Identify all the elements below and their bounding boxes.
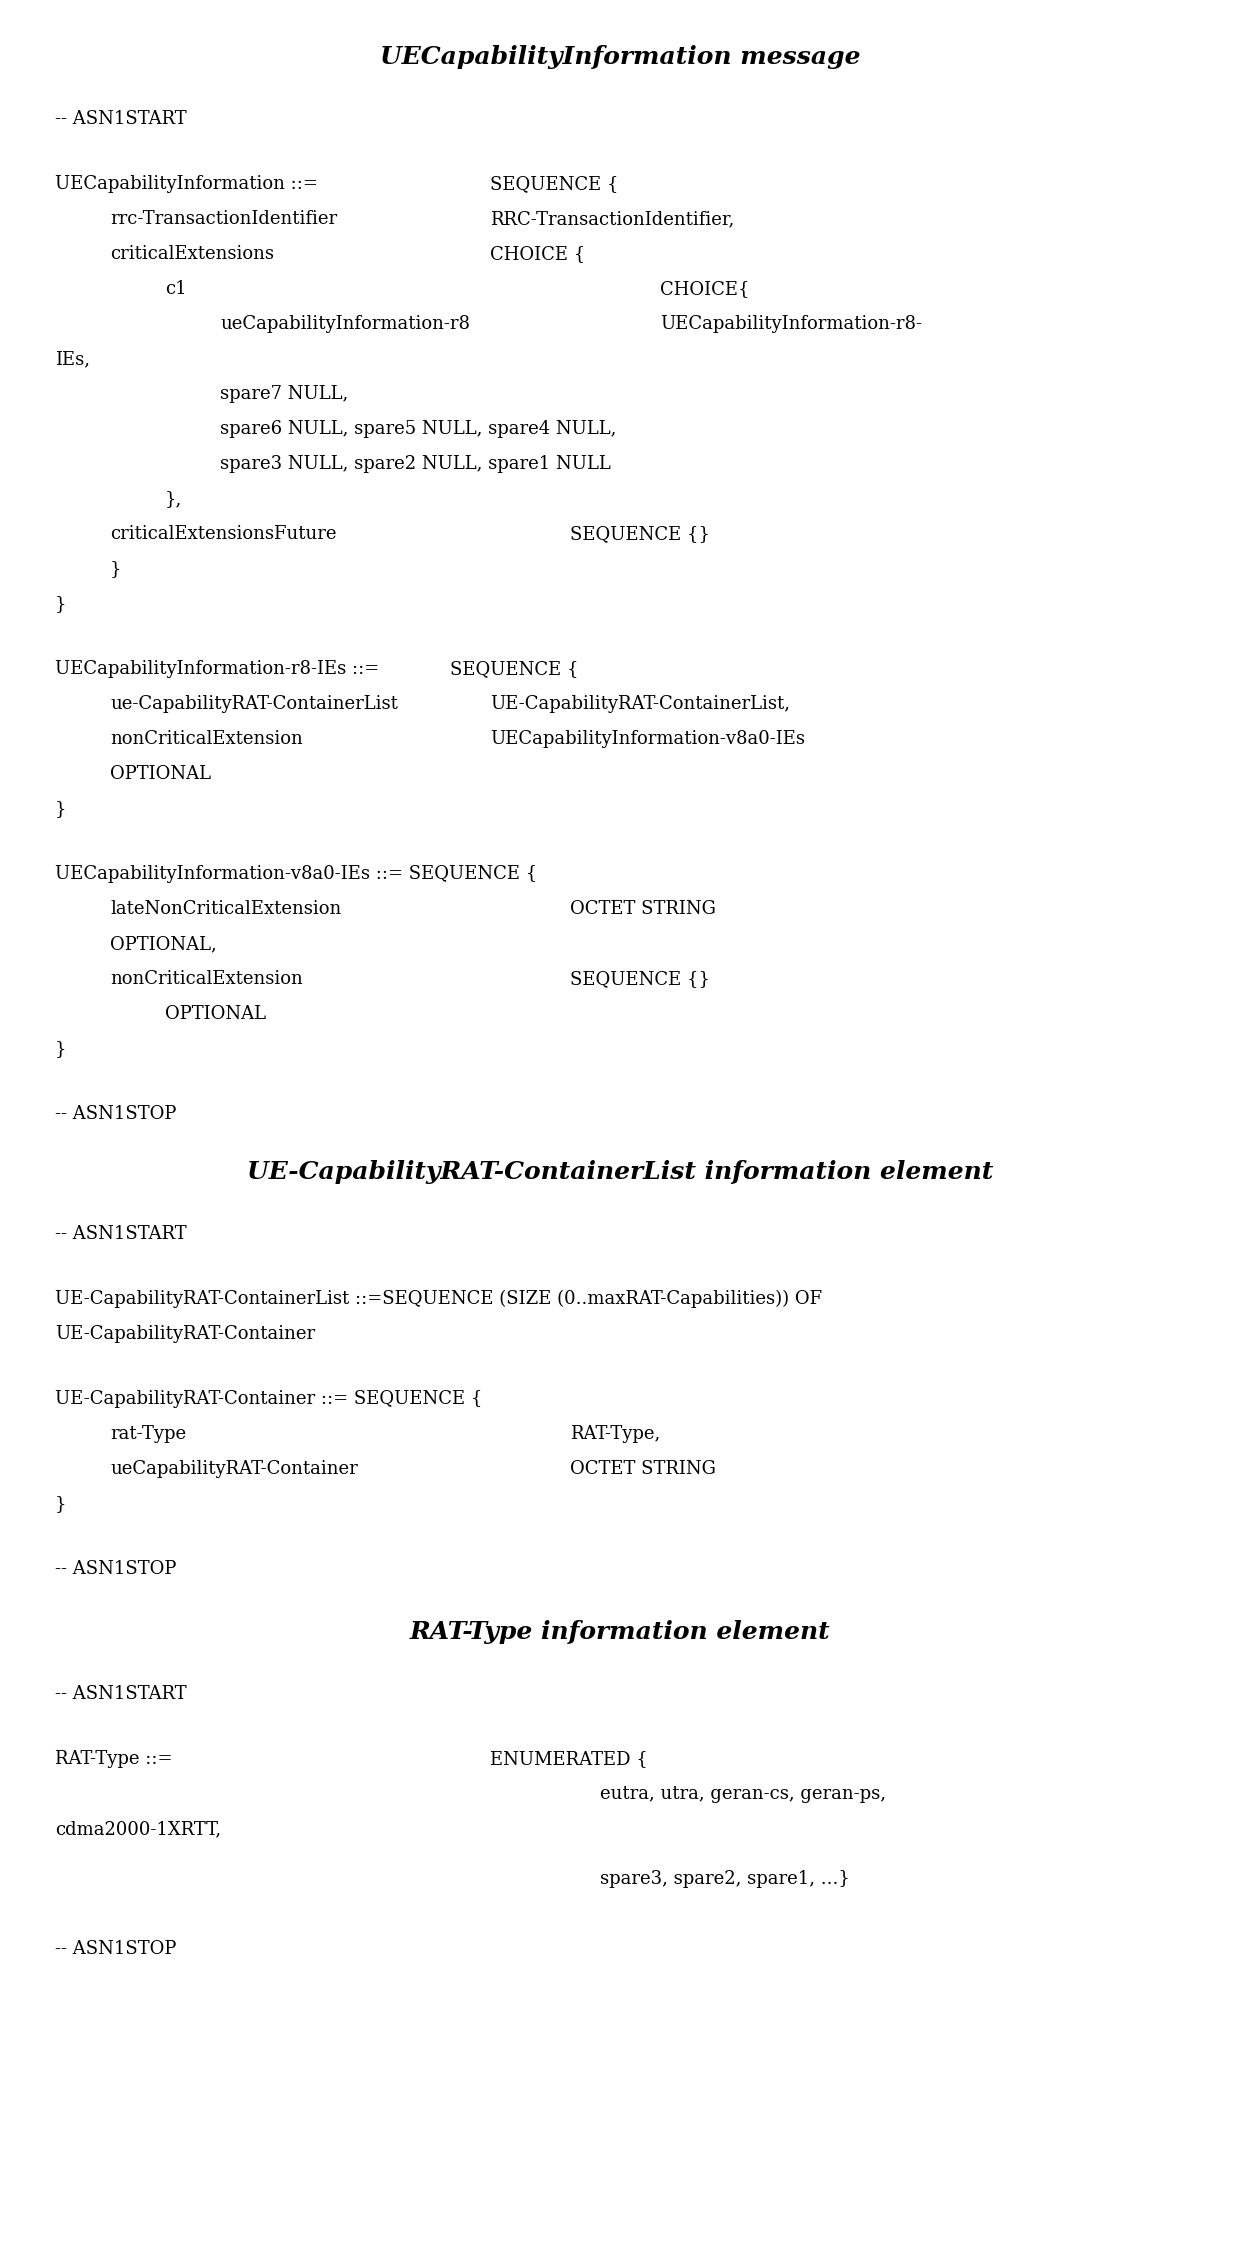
Text: CHOICE {: CHOICE { — [490, 244, 585, 262]
Text: }: } — [55, 1039, 67, 1057]
Text: UECapabilityInformation-r8-: UECapabilityInformation-r8- — [660, 314, 923, 332]
Text: spare7 NULL,: spare7 NULL, — [219, 384, 348, 402]
Text: UECapabilityInformation-r8-IEs ::=: UECapabilityInformation-r8-IEs ::= — [55, 660, 379, 678]
Text: RAT-Type ::=: RAT-Type ::= — [55, 1751, 172, 1769]
Text: lateNonCriticalExtension: lateNonCriticalExtension — [110, 899, 341, 917]
Text: ENUMERATED {: ENUMERATED { — [490, 1751, 647, 1769]
Text: }: } — [55, 800, 67, 818]
Text: OPTIONAL,: OPTIONAL, — [110, 935, 217, 953]
Text: SEQUENCE {}: SEQUENCE {} — [570, 969, 711, 987]
Text: -- ASN1STOP: -- ASN1STOP — [55, 1940, 176, 1959]
Text: }: } — [55, 594, 67, 612]
Text: -- ASN1START: -- ASN1START — [55, 1685, 187, 1703]
Text: RAT-Type information element: RAT-Type information element — [409, 1620, 831, 1645]
Text: spare6 NULL, spare5 NULL, spare4 NULL,: spare6 NULL, spare5 NULL, spare4 NULL, — [219, 420, 616, 438]
Text: SEQUENCE {: SEQUENCE { — [490, 174, 619, 192]
Text: }: } — [110, 560, 122, 578]
Text: OPTIONAL: OPTIONAL — [165, 1005, 267, 1023]
Text: cdma2000-1XRTT,: cdma2000-1XRTT, — [55, 1821, 221, 1839]
Text: RAT-Type,: RAT-Type, — [570, 1425, 660, 1444]
Text: RRC-TransactionIdentifier,: RRC-TransactionIdentifier, — [490, 210, 734, 228]
Text: UE-CapabilityRAT-ContainerList,: UE-CapabilityRAT-ContainerList, — [490, 696, 790, 714]
Text: ue-CapabilityRAT-ContainerList: ue-CapabilityRAT-ContainerList — [110, 696, 398, 714]
Text: OCTET STRING: OCTET STRING — [570, 1459, 715, 1477]
Text: SEQUENCE {: SEQUENCE { — [450, 660, 579, 678]
Text: UE-CapabilityRAT-ContainerList ::=SEQUENCE (SIZE (0..maxRAT-Capabilities)) OF: UE-CapabilityRAT-ContainerList ::=SEQUEN… — [55, 1290, 822, 1308]
Text: -- ASN1STOP: -- ASN1STOP — [55, 1561, 176, 1579]
Text: eutra, utra, geran-cs, geran-ps,: eutra, utra, geran-cs, geran-ps, — [600, 1785, 887, 1803]
Text: nonCriticalExtension: nonCriticalExtension — [110, 969, 303, 987]
Text: CHOICE{: CHOICE{ — [660, 280, 749, 298]
Text: OCTET STRING: OCTET STRING — [570, 899, 715, 917]
Text: UE-CapabilityRAT-Container ::= SEQUENCE {: UE-CapabilityRAT-Container ::= SEQUENCE … — [55, 1389, 482, 1407]
Text: rat-Type: rat-Type — [110, 1425, 186, 1444]
Text: ueCapabilityRAT-Container: ueCapabilityRAT-Container — [110, 1459, 358, 1477]
Text: -- ASN1START: -- ASN1START — [55, 1224, 187, 1242]
Text: criticalExtensionsFuture: criticalExtensionsFuture — [110, 524, 336, 542]
Text: UECapabilityInformation-v8a0-IEs ::= SEQUENCE {: UECapabilityInformation-v8a0-IEs ::= SEQ… — [55, 865, 537, 883]
Text: -- ASN1STOP: -- ASN1STOP — [55, 1105, 176, 1123]
Text: criticalExtensions: criticalExtensions — [110, 244, 274, 262]
Text: UECapabilityInformation ::=: UECapabilityInformation ::= — [55, 174, 317, 192]
Text: }: } — [55, 1495, 67, 1514]
Text: UE-CapabilityRAT-ContainerList information element: UE-CapabilityRAT-ContainerList informati… — [247, 1161, 993, 1184]
Text: ueCapabilityInformation-r8: ueCapabilityInformation-r8 — [219, 314, 470, 332]
Text: c1: c1 — [165, 280, 187, 298]
Text: spare3 NULL, spare2 NULL, spare1 NULL: spare3 NULL, spare2 NULL, spare1 NULL — [219, 454, 611, 472]
Text: rrc-TransactionIdentifier: rrc-TransactionIdentifier — [110, 210, 337, 228]
Text: SEQUENCE {}: SEQUENCE {} — [570, 524, 711, 542]
Text: nonCriticalExtension: nonCriticalExtension — [110, 730, 303, 748]
Text: },: }, — [165, 490, 182, 508]
Text: spare3, spare2, spare1, ...}: spare3, spare2, spare1, ...} — [600, 1870, 849, 1889]
Text: OPTIONAL: OPTIONAL — [110, 766, 211, 784]
Text: IEs,: IEs, — [55, 350, 91, 368]
Text: UECapabilityInformation-v8a0-IEs: UECapabilityInformation-v8a0-IEs — [490, 730, 805, 748]
Text: -- ASN1START: -- ASN1START — [55, 111, 187, 129]
Text: UE-CapabilityRAT-Container: UE-CapabilityRAT-Container — [55, 1326, 315, 1344]
Text: UECapabilityInformation message: UECapabilityInformation message — [379, 45, 861, 70]
